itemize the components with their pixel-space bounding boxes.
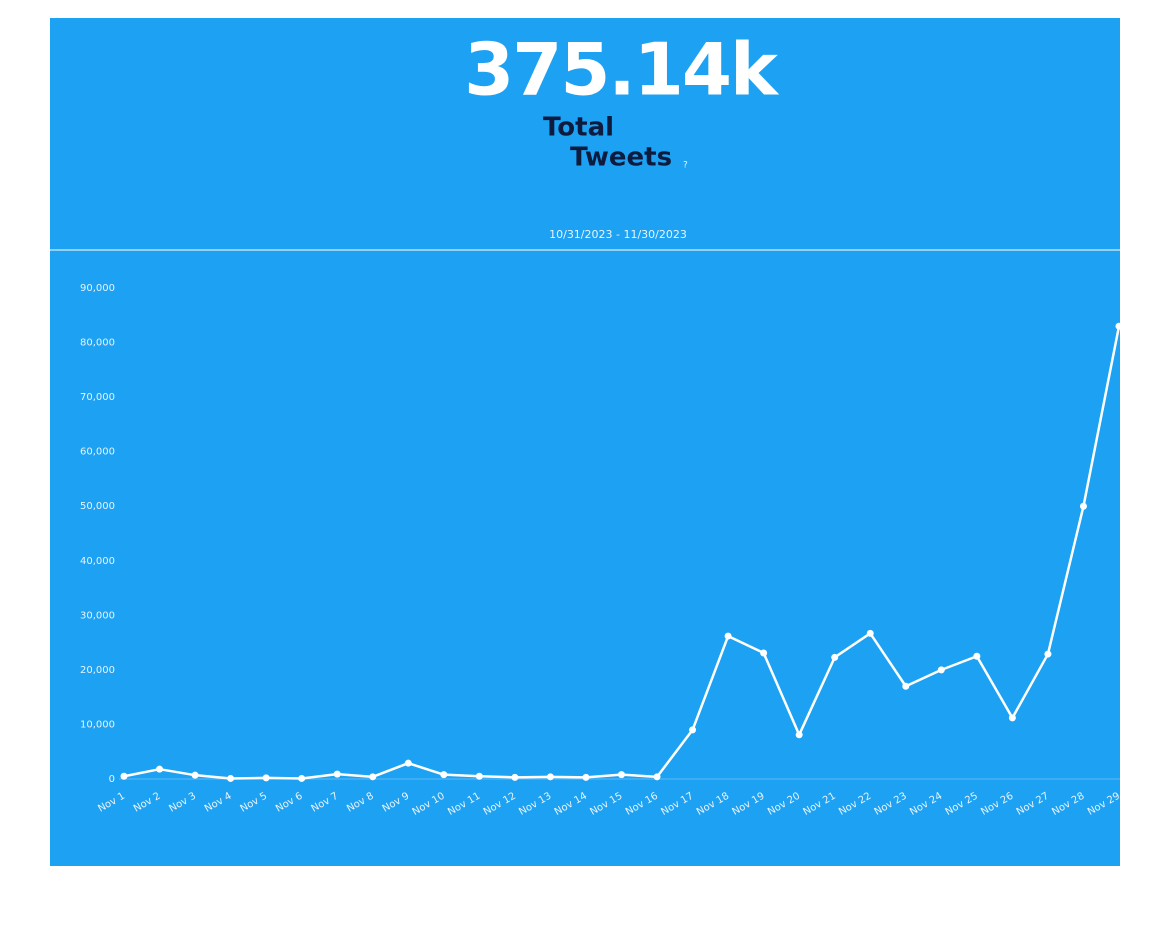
point <box>546 773 554 781</box>
point <box>973 652 981 660</box>
point <box>760 649 768 657</box>
point <box>156 765 164 773</box>
point <box>937 666 945 674</box>
panel <box>50 18 1120 866</box>
total-label: Tweets <box>570 143 672 173</box>
total-value: 375.14k <box>464 28 780 112</box>
point <box>404 759 412 767</box>
help-icon[interactable]: ? <box>683 161 688 171</box>
y-tick-label: 0 <box>109 774 115 785</box>
point <box>724 632 732 640</box>
date-range[interactable]: 10/31/2023 - 11/30/2023 <box>549 228 687 241</box>
point <box>511 773 519 781</box>
point <box>475 772 483 780</box>
point <box>440 771 448 779</box>
point <box>262 774 270 782</box>
point <box>582 773 590 781</box>
y-tick-label: 20,000 <box>80 665 115 676</box>
y-tick-label: 50,000 <box>80 501 115 512</box>
y-tick-label: 90,000 <box>80 283 115 294</box>
point <box>831 653 839 661</box>
point <box>653 773 661 781</box>
point <box>689 726 697 734</box>
point <box>191 771 199 779</box>
total-label: Total <box>543 113 614 143</box>
y-tick-label: 60,000 <box>80 447 115 458</box>
point <box>618 771 625 779</box>
point <box>866 629 874 637</box>
y-tick-label: 70,000 <box>80 392 115 403</box>
point <box>333 770 341 778</box>
point <box>120 772 128 780</box>
point <box>227 774 235 782</box>
point <box>1008 714 1016 722</box>
y-tick-label: 10,000 <box>80 719 115 730</box>
y-tick-label: 30,000 <box>80 610 115 621</box>
point <box>1115 322 1120 330</box>
point <box>902 682 910 690</box>
y-tick-label: 80,000 <box>80 338 115 349</box>
point <box>1079 502 1087 510</box>
point <box>795 731 803 739</box>
point <box>1044 650 1052 658</box>
point <box>298 774 306 782</box>
y-tick-label: 40,000 <box>80 556 115 567</box>
point <box>369 773 377 781</box>
